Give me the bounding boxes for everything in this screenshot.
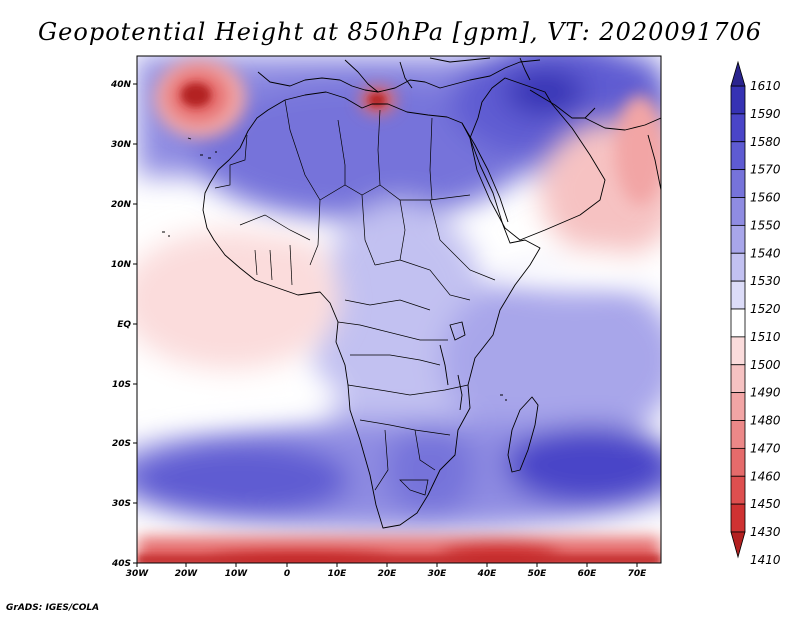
- plot-frame: [136, 55, 662, 564]
- colorbar-label: 1530: [750, 274, 781, 288]
- colorbar-swatch: [730, 141, 746, 171]
- colorbar-swatch: [730, 420, 746, 449]
- field-arabia-red: [615, 95, 661, 205]
- grads-credit: GrADS: IGES/COLA: [6, 603, 100, 613]
- colorbar-swatch: [730, 392, 746, 421]
- colorbar-label: 1480: [750, 414, 781, 428]
- colorbar-swatch: [730, 475, 746, 505]
- colorbar-swatch: [730, 113, 746, 143]
- colorbar-label: 1430: [750, 525, 781, 539]
- lon-label: 0: [284, 569, 290, 579]
- lat-label: 20S: [112, 439, 131, 449]
- colorbar-label: 1490: [750, 386, 781, 400]
- field-atlantic-white-band: [137, 375, 340, 415]
- colorbar-swatch: [730, 197, 746, 226]
- colorbar-top-arrow: [730, 60, 746, 87]
- colorbar-swatch: [730, 503, 746, 533]
- colorbar-swatch: [730, 280, 746, 310]
- field-south-atlantic-high: [137, 442, 350, 518]
- lon-label: 10W: [225, 569, 249, 579]
- lon-label: 30W: [126, 569, 150, 579]
- colorbar-label: 1520: [750, 302, 781, 316]
- colorbar-label: 1570: [750, 163, 781, 177]
- colorbar-swatch: [730, 169, 746, 198]
- lon-label: 20W: [175, 569, 199, 579]
- lake-victoria: [449, 321, 466, 341]
- lat-label: EQ: [117, 320, 131, 330]
- colorbar-label: 1500: [750, 358, 781, 372]
- colorbar-label: 1560: [750, 191, 781, 205]
- comoros: [500, 394, 507, 401]
- india-coast: [647, 134, 661, 191]
- country-borders: [214, 99, 496, 496]
- colorbar: 1610 1590 1580 1570 1560 1550 1540 1530 1520 1510…: [730, 60, 781, 567]
- lake-tanganyika: [439, 344, 449, 386]
- colorbar-label: 1410: [750, 553, 781, 567]
- iran-coast: [584, 117, 661, 131]
- caspian: [519, 57, 531, 81]
- lon-label: 50E: [528, 569, 548, 579]
- colorbar-swatch: [730, 85, 746, 115]
- field-east-indian-blue: [440, 270, 661, 450]
- greece: [399, 61, 413, 89]
- field-azores-core: [181, 83, 211, 107]
- arabia-coast: [469, 77, 606, 241]
- colorbar-label: 1550: [750, 218, 781, 232]
- colorbar-label: 1540: [750, 246, 781, 260]
- field-se-ocean-white: [495, 250, 655, 290]
- colorbar-bottom-arrow: [730, 531, 746, 559]
- cape-verde: [162, 231, 170, 237]
- field-central-africa-light: [310, 200, 490, 460]
- colorbar-swatch: [730, 364, 746, 394]
- persian-gulf: [529, 89, 596, 119]
- lon-label: 60E: [578, 569, 598, 579]
- lat-label: 20N: [111, 200, 132, 210]
- lon-label: 10E: [328, 569, 348, 579]
- lon-label: 20E: [378, 569, 398, 579]
- colorbar-swatch: [730, 447, 746, 477]
- colorbar-label: 1580: [750, 135, 781, 149]
- lon-label: 40E: [477, 569, 498, 579]
- colorbar-swatch: [730, 336, 746, 366]
- colorbar-label: 1460: [750, 469, 781, 483]
- colorbar-label: 1470: [750, 441, 781, 455]
- field-southern-africa: [385, 425, 475, 515]
- europe-coast: [257, 59, 541, 93]
- italy: [344, 59, 379, 93]
- field-west-africa-pink: [210, 235, 330, 295]
- lake-malawi: [457, 374, 463, 411]
- red-sea-west: [461, 122, 509, 223]
- colorbar-label: 1590: [750, 107, 781, 121]
- field-south-indian-high: [505, 425, 661, 505]
- colorbar-label: 1450: [750, 497, 781, 511]
- colorbar-swatch: [730, 224, 746, 254]
- coastlines: [162, 57, 661, 529]
- lon-label: 70E: [628, 569, 648, 579]
- colorbar-label: 1510: [750, 330, 781, 344]
- axes: 40N 30N 20N 10N EQ 10S 20S 30S 40S 30W 20W 10W 0 10E…: [110, 55, 662, 579]
- lat-label: 30N: [111, 140, 132, 150]
- lat-label: 10S: [112, 380, 131, 390]
- colorbar-swatch: [730, 308, 746, 338]
- lat-label: 40S: [111, 559, 131, 569]
- madeira: [187, 137, 192, 140]
- map-title: Geopotential Height at 850hPa [gpm], VT:…: [38, 18, 762, 46]
- lat-label: 10N: [111, 260, 132, 270]
- madagascar: [507, 396, 539, 473]
- geopotential-field: [137, 56, 661, 563]
- africa-coastline: [202, 91, 541, 529]
- lat-label: 40N: [110, 80, 132, 90]
- colorbar-label: 1610: [750, 79, 781, 93]
- lat-label: 30S: [112, 499, 131, 509]
- field-med-low-core: [368, 93, 386, 107]
- lon-label: 30E: [428, 569, 448, 579]
- field-north-africa-blue: [190, 80, 530, 220]
- canary-islands: [200, 151, 217, 159]
- colorbar-swatch: [730, 252, 746, 282]
- field-southern-edge: [137, 555, 661, 563]
- black-sea: [429, 57, 491, 63]
